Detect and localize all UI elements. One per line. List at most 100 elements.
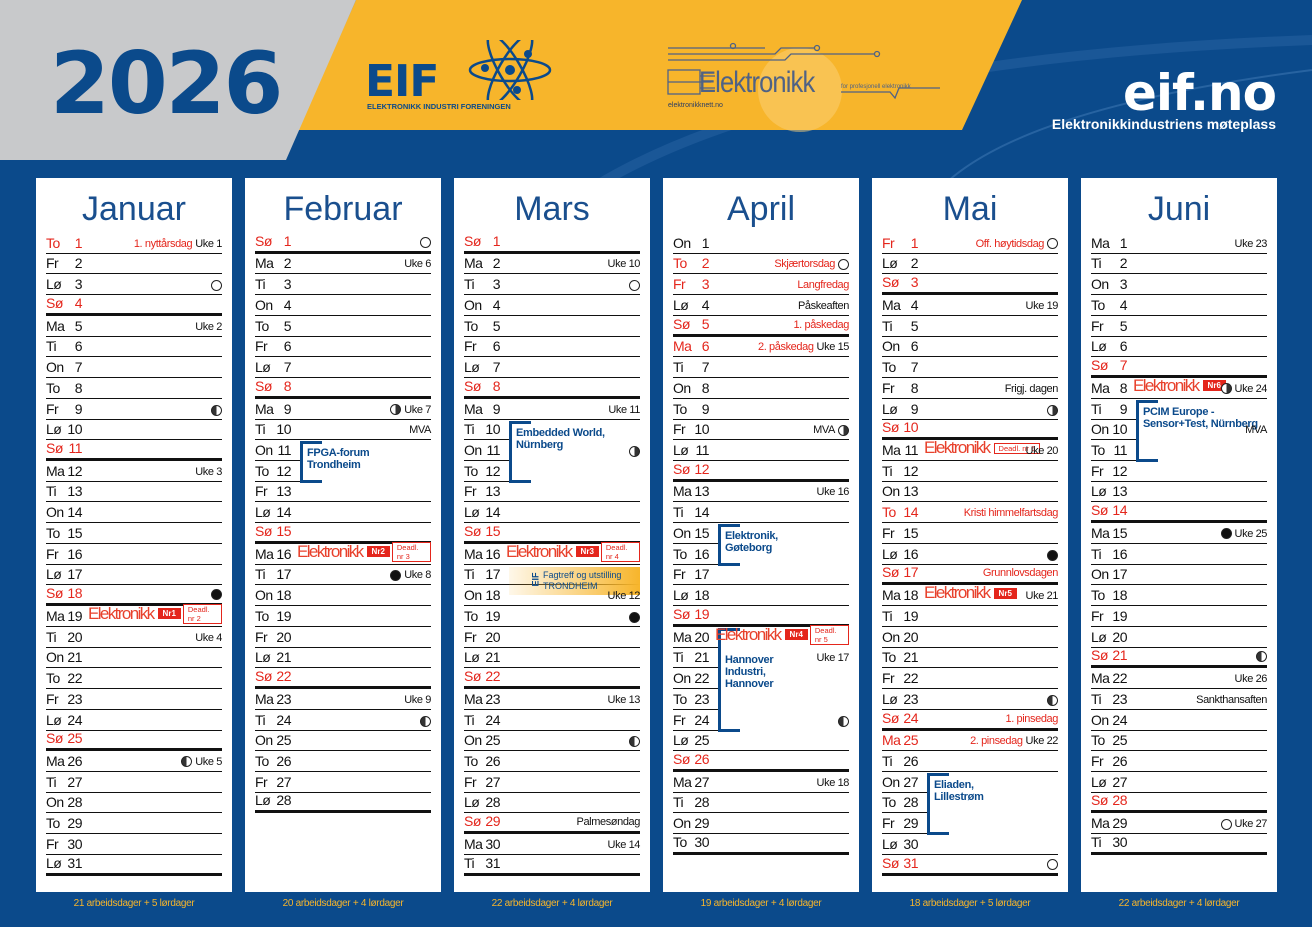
day-row[interactable]: Ti 10 MVA [255, 420, 431, 441]
day-row[interactable]: Ti 24 [255, 710, 431, 731]
day-row[interactable]: Ti 13 [46, 482, 222, 503]
day-row[interactable]: Fr 2 [46, 254, 222, 275]
site-name[interactable]: eif.no [1122, 64, 1277, 122]
day-row[interactable]: On 8 [673, 378, 849, 399]
day-row[interactable]: To 21 [882, 648, 1058, 669]
day-row[interactable]: Fr 5 [1091, 316, 1267, 337]
day-row[interactable]: Ma 16 Elektronikk Nr3 Deadl. nr 4 [464, 541, 640, 565]
day-row[interactable]: Sø 8 [255, 378, 431, 399]
day-row[interactable]: Fr 20 [464, 627, 640, 648]
day-row[interactable]: Sø 3 [882, 274, 1058, 296]
day-row[interactable]: On 6 [882, 337, 1058, 358]
day-row[interactable]: Ma 18 Elektronikk Nr5 Uke 21 [882, 583, 1058, 607]
event-box[interactable]: Eliaden, Lillestrøm [927, 772, 1058, 836]
day-row[interactable]: Sø 15 [464, 523, 640, 544]
day-row[interactable]: To 19 [255, 606, 431, 627]
day-row[interactable]: Ma 29 Uke 27 [1091, 813, 1267, 835]
day-row[interactable]: On 18 [255, 585, 431, 607]
day-row[interactable]: Fr 8 Frigj. dagen [882, 378, 1058, 399]
day-row[interactable]: Lø 14 [255, 502, 431, 524]
day-row[interactable]: Sø 12 [673, 461, 849, 482]
day-row[interactable]: Ma 23 Uke 9 [255, 689, 431, 710]
day-row[interactable]: Lø 28 [464, 793, 640, 814]
day-row[interactable]: Ti 5 [882, 316, 1058, 337]
day-row[interactable]: To 15 [46, 523, 222, 544]
day-row[interactable]: Fr 27 [255, 772, 431, 793]
day-row[interactable]: Lø 21 [464, 648, 640, 669]
day-row[interactable]: Lø 10 [46, 420, 222, 441]
day-row[interactable]: On 4 [255, 295, 431, 316]
day-row[interactable]: Ti 17 Uke 8 [255, 565, 431, 586]
day-row[interactable]: Ma 12 Uke 3 [46, 461, 222, 482]
day-row[interactable]: Ti 2 [1091, 254, 1267, 275]
day-row[interactable]: Ti 28 [673, 793, 849, 814]
day-row[interactable]: On 21 [46, 648, 222, 669]
day-row[interactable]: Ma 5 Uke 2 [46, 316, 222, 337]
day-row[interactable]: Ma 27 Uke 18 [673, 772, 849, 793]
day-row[interactable]: Fr 30 [46, 834, 222, 855]
day-row[interactable]: Lø 9 [882, 399, 1058, 420]
day-row[interactable]: Lø 14 [464, 502, 640, 524]
day-row[interactable]: Fr 17 [673, 565, 849, 586]
day-row[interactable]: Fr 13 [464, 482, 640, 503]
day-row[interactable]: Fr 23 [46, 689, 222, 710]
day-row[interactable]: Sø 31 [882, 855, 1058, 876]
day-row[interactable]: Lø 4 Påskeaften [673, 295, 849, 316]
day-row[interactable]: Fr 15 [882, 523, 1058, 544]
day-row[interactable]: Ti 6 [46, 337, 222, 358]
day-row[interactable]: On 14 [46, 502, 222, 524]
day-row[interactable]: Sø 1 [464, 233, 640, 254]
day-row[interactable]: Ma 25 2. pinsedag Uke 22 [882, 731, 1058, 752]
event-box[interactable]: Hannover Industri, Hannover [718, 627, 849, 732]
day-row[interactable]: To 14 Kristi himmelfartsdag [882, 502, 1058, 524]
day-row[interactable]: Ma 2 Uke 6 [255, 254, 431, 275]
day-row[interactable]: To 5 [255, 316, 431, 337]
day-row[interactable]: Sø 17 Grunnlovsdagen [882, 564, 1058, 586]
day-row[interactable]: On 17 [1091, 565, 1267, 586]
day-row[interactable]: Sø 22 [464, 668, 640, 690]
day-row[interactable]: Sø 11 [46, 440, 222, 462]
day-row[interactable]: Sø 18 [46, 585, 222, 607]
event-box[interactable]: Elektronik, Gøteborg [718, 524, 849, 567]
day-row[interactable]: Lø 16 [882, 544, 1058, 565]
event-box[interactable]: PCIM Europe - Sensor+Test, Nürnberg [1136, 399, 1267, 463]
day-row[interactable]: Sø 4 [46, 295, 222, 316]
day-row[interactable]: Ti 14 [673, 502, 849, 524]
day-row[interactable]: To 30 [673, 834, 849, 855]
day-row[interactable]: To 26 [464, 751, 640, 772]
day-row[interactable]: To 8 [46, 378, 222, 399]
day-row[interactable]: Sø 14 [1091, 502, 1267, 524]
day-row[interactable]: On 4 [464, 295, 640, 316]
day-row[interactable]: Fr 3 Langfredag [673, 274, 849, 296]
day-row[interactable]: Ma 16 Elektronikk Nr2 Deadl. nr 3 [255, 541, 431, 565]
day-row[interactable]: To 4 [1091, 295, 1267, 316]
day-row[interactable]: Ma 9 Uke 7 [255, 399, 431, 420]
day-row[interactable]: Sø 7 [1091, 357, 1267, 379]
day-row[interactable]: On 29 [673, 813, 849, 835]
day-row[interactable]: Fr 27 [464, 772, 640, 793]
day-row[interactable]: Ma 11 Elektronikk Deadl. nr 6 Uke 20 [882, 438, 1058, 462]
day-row[interactable]: On 25 [464, 731, 640, 752]
day-row[interactable]: Ma 15 Uke 25 [1091, 523, 1267, 544]
day-row[interactable]: Sø 25 [46, 730, 222, 752]
day-row[interactable]: Ma 23 Uke 13 [464, 689, 640, 710]
day-row[interactable]: Ma 9 Uke 11 [464, 399, 640, 420]
day-row[interactable]: Ti 16 [1091, 544, 1267, 565]
day-row[interactable]: Ti 27 [46, 772, 222, 793]
day-row[interactable]: Ti 3 [255, 274, 431, 296]
day-row[interactable]: Lø 13 [1091, 482, 1267, 503]
day-row[interactable]: Ti 19 [882, 606, 1058, 627]
day-row[interactable]: Fr 6 [255, 337, 431, 358]
day-row[interactable]: To 18 [1091, 585, 1267, 607]
day-row[interactable]: On 18 Uke 12 [464, 585, 640, 607]
day-row[interactable]: To 1 1. nyttårsdag Uke 1 [46, 233, 222, 254]
day-row[interactable]: Lø 27 [1091, 772, 1267, 793]
day-row[interactable]: Fr 12 [1091, 461, 1267, 482]
day-row[interactable]: Ma 6 2. påskedag Uke 15 [673, 337, 849, 358]
day-row[interactable]: Sø 24 1. pinsedag [882, 710, 1058, 731]
day-row[interactable]: To 5 [464, 316, 640, 337]
day-row[interactable]: On 20 [882, 627, 1058, 648]
day-row[interactable]: Fr 16 [46, 544, 222, 565]
day-row[interactable]: Fr 10 MVA [673, 420, 849, 441]
day-row[interactable]: To 26 [255, 751, 431, 772]
